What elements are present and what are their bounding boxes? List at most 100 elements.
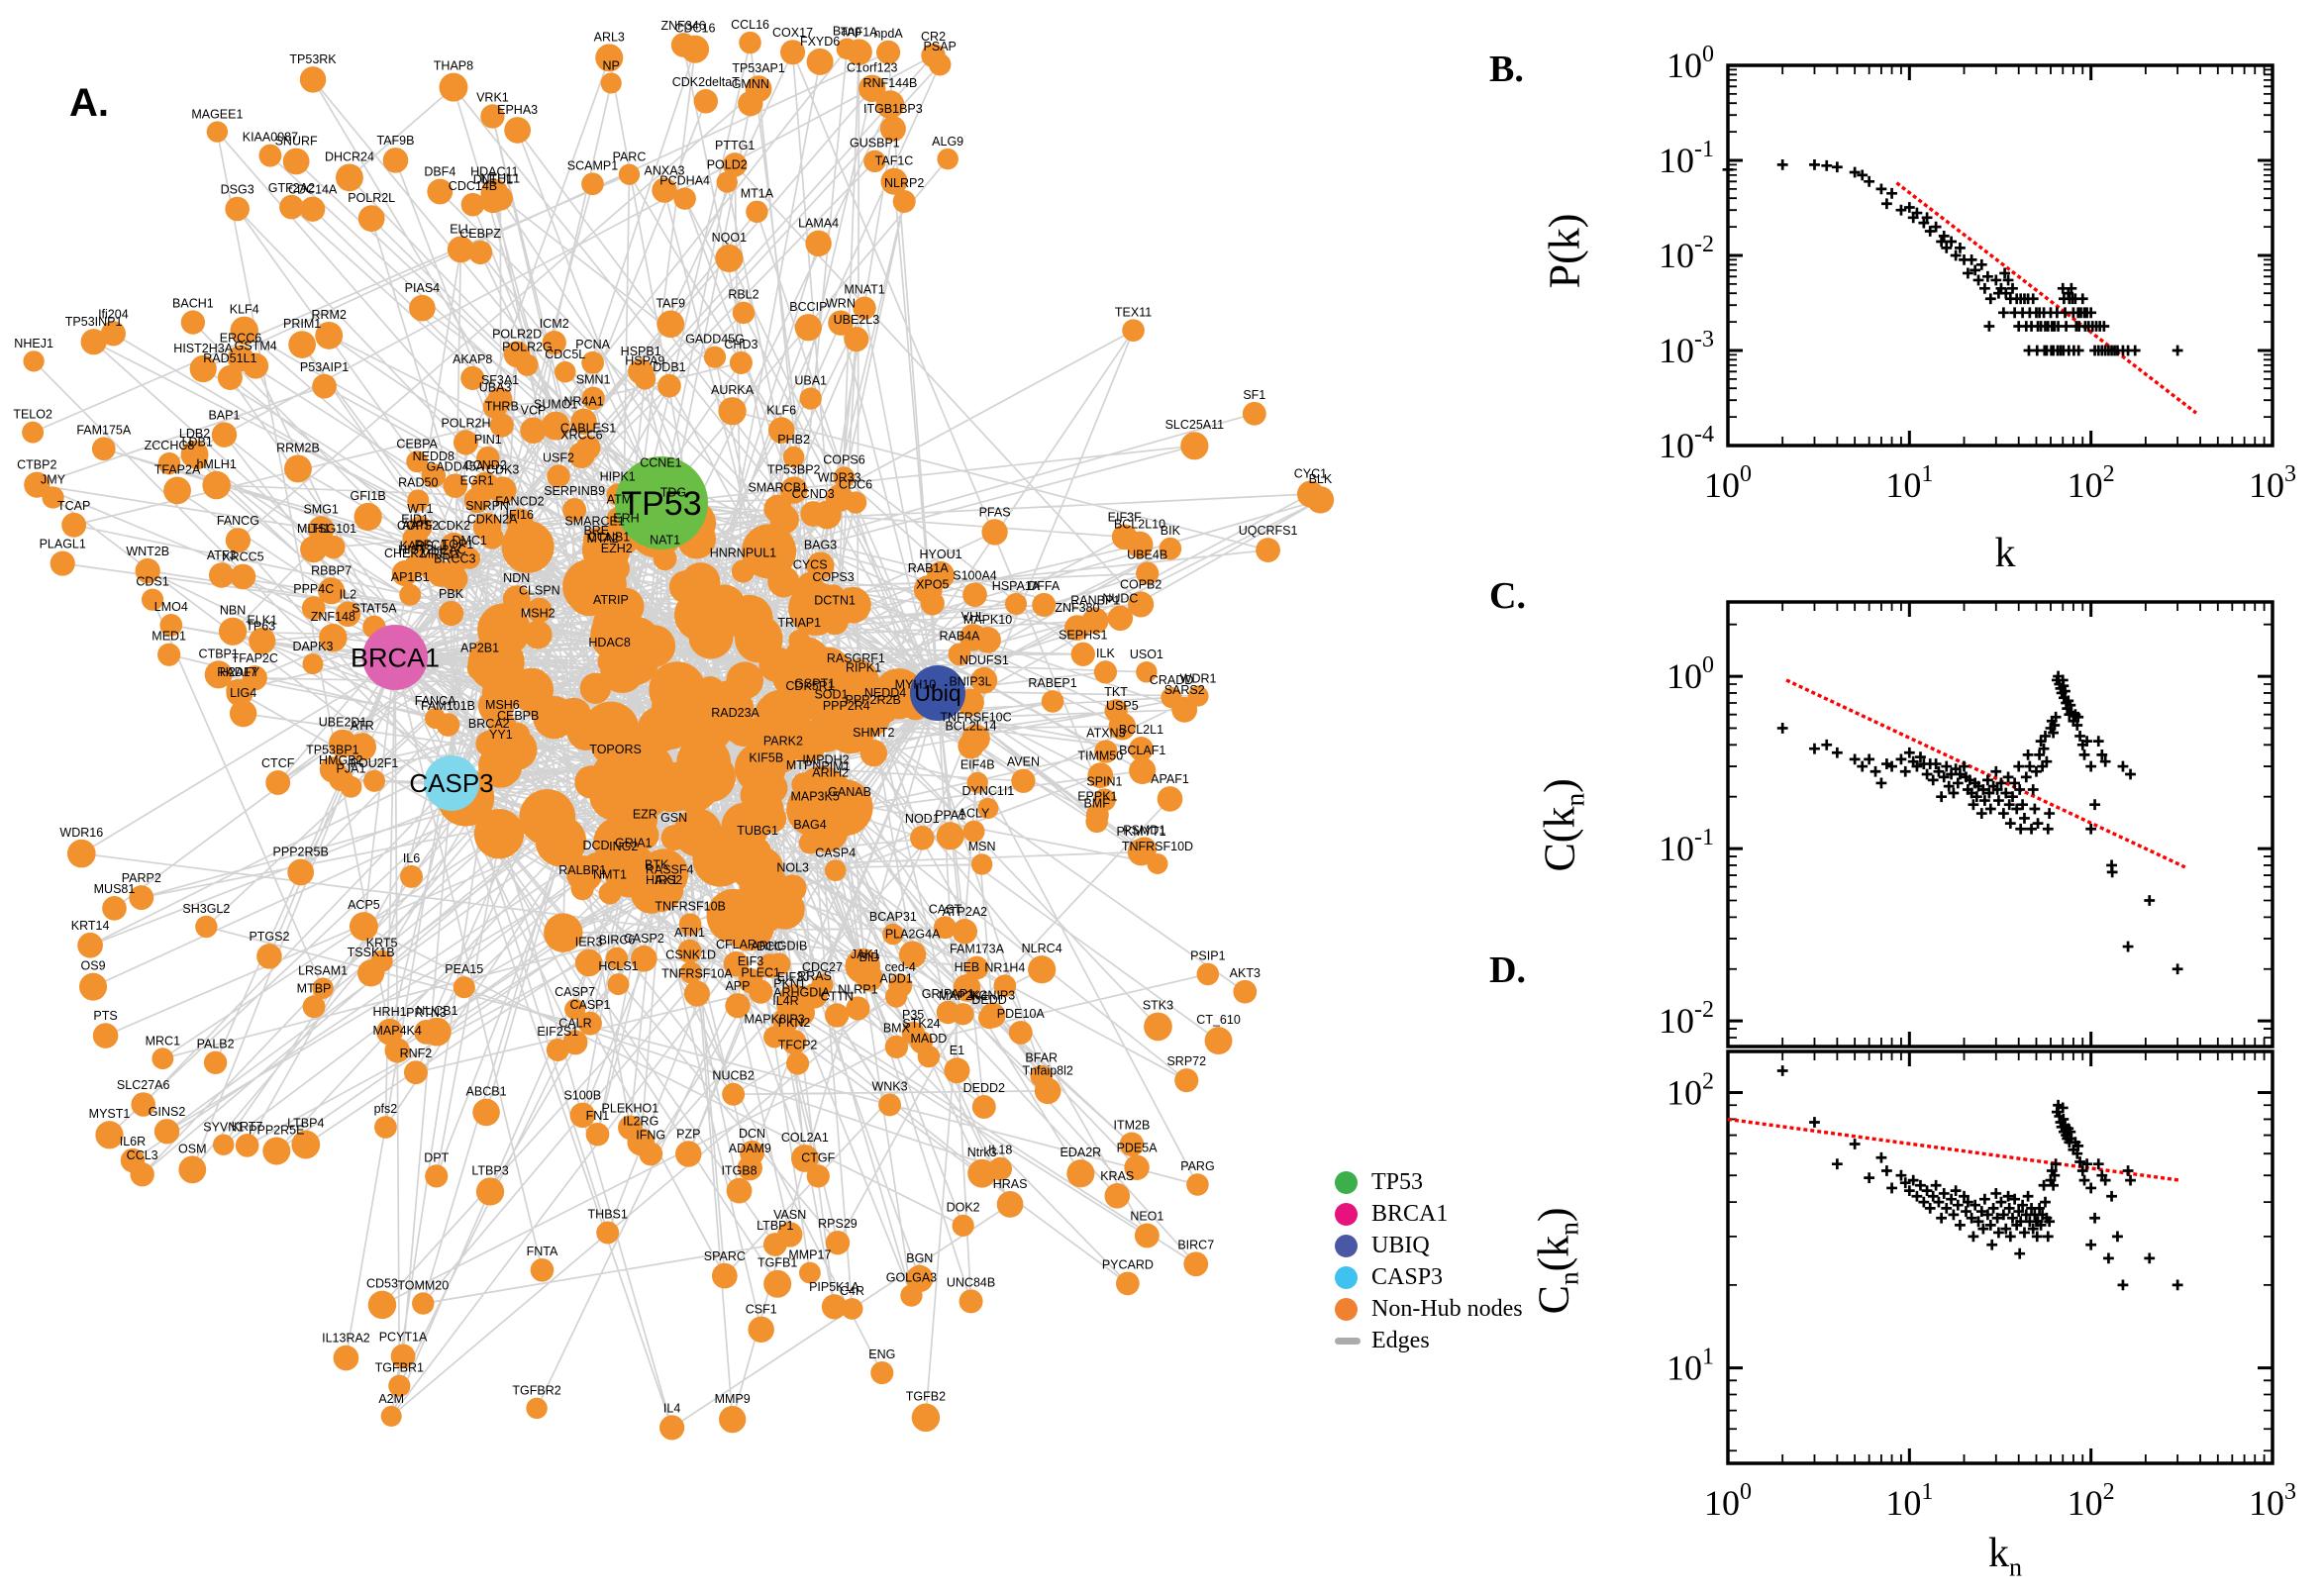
gene-label: EPPK1 — [1077, 790, 1117, 804]
gene-node — [1066, 1159, 1095, 1188]
gene-label: BMX — [883, 1022, 911, 1036]
gene-label: GRIPAP1 — [922, 987, 974, 1001]
gene-label: IL6R — [120, 1135, 146, 1148]
gene-label: PTTG1 — [715, 139, 755, 152]
gene-label: PPP2R5E — [249, 1124, 304, 1138]
gene-label: SF1 — [1243, 388, 1265, 402]
gene-label: STK3 — [1143, 999, 1173, 1013]
gene-label: EGR1 — [460, 473, 494, 487]
gene-node — [964, 955, 989, 980]
gene-label: FANCA — [415, 694, 456, 708]
gene-node — [1159, 537, 1182, 560]
gene-label: EIF3F — [1108, 510, 1142, 524]
gene-node — [798, 832, 822, 854]
gene-node — [476, 446, 500, 470]
gene-label: ATN1 — [674, 926, 705, 940]
gene-label: MAGEE1 — [191, 107, 243, 121]
gene-node — [399, 583, 422, 606]
gene-label: ATR — [351, 719, 374, 733]
gene-node — [574, 948, 603, 977]
gene-label: NUCB2 — [712, 1069, 754, 1083]
gene-label: PARP2 — [122, 871, 161, 885]
gene-node — [821, 607, 849, 636]
gene-node — [1085, 810, 1108, 834]
gene-node — [781, 1030, 807, 1055]
gene-label: GADD45G — [685, 333, 745, 347]
gene-label: STK24 — [902, 1017, 940, 1031]
gene-label: DCTN1 — [814, 594, 856, 608]
gene-label: EDA2R — [1060, 1146, 1102, 1159]
gene-label: ELL — [450, 222, 471, 236]
gene-node — [601, 756, 630, 785]
gene-node — [523, 620, 553, 649]
gene-label: A2M — [378, 1392, 404, 1406]
gene-node — [846, 39, 872, 65]
gene-node — [447, 236, 474, 263]
gene-label: TOP1 — [442, 538, 473, 551]
gene-node — [806, 48, 834, 75]
gene-label: RRM2 — [311, 308, 346, 322]
gene-label: UQCRFS1 — [1239, 524, 1298, 538]
gene-node — [390, 1344, 416, 1369]
gene-label: BFAR — [1025, 1051, 1058, 1065]
gene-label: HYOU1 — [920, 548, 962, 561]
gene-label: COPS6 — [823, 452, 864, 466]
gene-node — [300, 196, 326, 222]
gene-node — [959, 1289, 983, 1314]
gene-node — [875, 90, 905, 120]
gene-label: RNF144B — [863, 76, 918, 90]
gene-label: TP53AP1 — [732, 61, 785, 75]
tick-label: 103 — [2249, 1479, 2296, 1523]
gene-node — [875, 40, 901, 64]
gene-node — [660, 825, 687, 851]
gene-label: RAD23A — [711, 706, 759, 720]
axis-frame — [1726, 1049, 2274, 1465]
gene-node — [673, 808, 723, 857]
gene-node — [839, 799, 861, 822]
legend-label: TP53 — [1371, 1168, 1424, 1195]
gene-node — [1008, 1020, 1033, 1045]
gene-label: MAP3K5 — [790, 790, 839, 804]
network-gene-labels: TP53RK KIAA0087 THAP8 CDC14B DSG3 NTHL1 SNURF V… — [13, 18, 1333, 1415]
gene-label: BNIP3L — [949, 675, 991, 689]
gene-label: PHB2 — [777, 433, 810, 447]
gene-label: MYH10 — [895, 678, 937, 692]
gene-node — [1122, 319, 1145, 342]
gene-node — [779, 40, 806, 65]
gene-node — [821, 1294, 848, 1320]
gene-label: NEDD4 — [864, 686, 906, 700]
gene-node — [1183, 1251, 1209, 1277]
gene-label: KRT7 — [232, 1120, 263, 1134]
gene-node — [853, 296, 876, 320]
gene-label: P35 — [902, 1008, 924, 1022]
gene-node — [1087, 762, 1114, 789]
gene-label: PSAP — [924, 40, 957, 53]
gene-label: NEO1 — [1130, 1210, 1163, 1224]
gene-label: DAPK3 — [292, 640, 333, 653]
gene-label: LIG4 — [230, 686, 256, 700]
gene-label: BRE — [583, 524, 609, 538]
gene-label: PZP — [676, 1127, 700, 1141]
gene-node — [1115, 1271, 1140, 1296]
gene-node — [135, 557, 160, 584]
gene-label: MUS81 — [94, 882, 136, 896]
gene-node — [282, 148, 310, 175]
gene-node — [562, 498, 587, 523]
gene-node — [203, 1050, 228, 1075]
gene-label: TFAP2C — [232, 651, 278, 665]
gene-node — [1144, 1012, 1172, 1042]
gene-label: GSPT1 — [794, 677, 835, 691]
gene-label: NR1H4 — [984, 960, 1025, 974]
gene-node — [419, 551, 443, 575]
gene-label: IL4 — [663, 1401, 680, 1415]
gene-label: IFNG — [636, 1128, 665, 1142]
gene-label: MNAT1 — [844, 282, 884, 296]
legend-item-nonhub: Non-Hub nodes — [1335, 1293, 1523, 1325]
gene-label: RAD17 — [217, 665, 256, 679]
gene-node — [554, 360, 576, 383]
gene-label: ced-4 — [885, 960, 916, 974]
gene-node — [620, 849, 648, 877]
gene-label: CCL3 — [127, 1148, 158, 1162]
gene-label: CDC14B — [449, 179, 497, 193]
gene-node — [729, 350, 753, 374]
